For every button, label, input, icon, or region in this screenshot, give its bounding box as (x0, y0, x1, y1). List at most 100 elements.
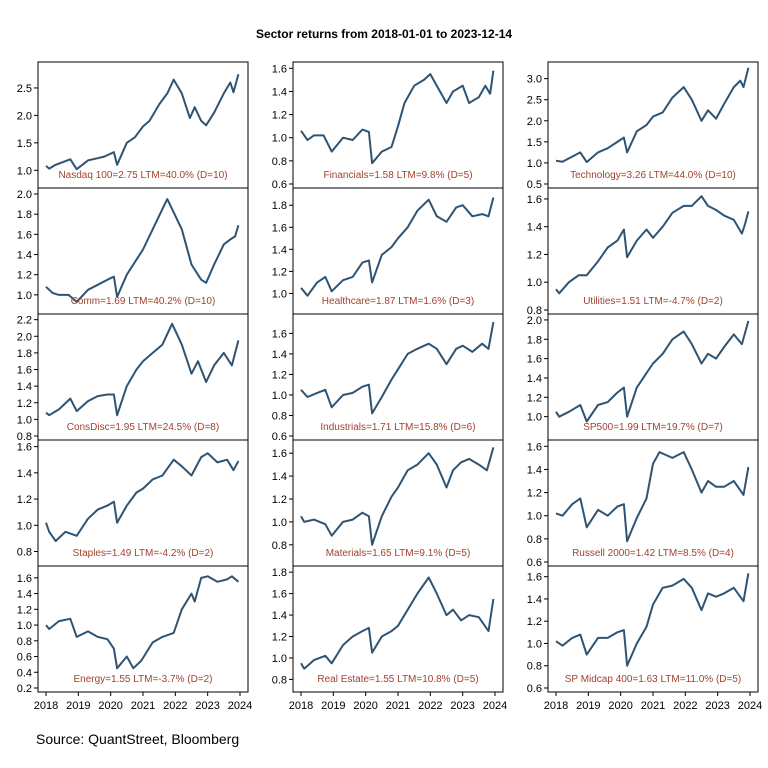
y-tick-label-comm-1: 1.2 (17, 270, 32, 282)
y-tick-label-energy-0: 0.2 (17, 683, 32, 695)
panel-sp500: 1.0 1.2 1.4 1.6 1.8 2.0 SP500=1.99 LTM=19.7% (… (527, 313, 759, 441)
x-tick-label-energy-3: 2021 (131, 700, 155, 712)
y-tick-label-consdisc-2: 1.2 (17, 398, 32, 410)
y-tick-label-sp-midcap-400-3: 1.2 (527, 616, 542, 628)
y-tick-label-consdisc-0: 0.8 (17, 431, 32, 443)
series-line-consdisc (45, 322, 240, 417)
y-tick-label-consdisc-7: 2.2 (17, 315, 32, 327)
panel-industrials: 0.6 0.8 1.0 1.2 1.4 1.6 Industrials=1.71 LTM=1… (272, 313, 504, 443)
y-tick-label-consdisc-3: 1.4 (17, 381, 32, 393)
y-tick-label-materials-2: 1.2 (272, 494, 287, 506)
y-tick-label-energy-3: 0.8 (17, 636, 32, 648)
y-tick-label-russell-2000-4: 1.4 (527, 464, 542, 476)
y-tick-label-sp-midcap-400-5: 1.6 (527, 572, 542, 584)
y-tick-label-sp500-3: 1.6 (527, 354, 542, 366)
panel-label-nasdaq-100: Nasdaq 100=2.75 LTM=40.0% (D=10) (58, 170, 227, 181)
y-tick-label-sp500-0: 1.0 (527, 412, 542, 424)
y-tick-label-financials-4: 1.4 (272, 86, 287, 98)
y-tick-label-staples-2: 1.2 (17, 494, 32, 506)
y-tick-label-consdisc-6: 2.0 (17, 331, 32, 343)
y-tick-label-russell-2000-3: 1.2 (527, 488, 542, 500)
y-tick-label-utilities-3: 1.4 (527, 222, 542, 234)
y-tick-label-utilities-1: 1.0 (527, 277, 542, 289)
panel-comm: 1.0 1.2 1.4 1.6 1.8 2.0 Comm=1.69 LTM=40.2% (D… (17, 187, 249, 315)
x-tick-label-energy-1: 2019 (66, 700, 90, 712)
series-line-comm (45, 198, 240, 303)
series-line-technology (555, 67, 750, 164)
y-tick-label-industrials-4: 1.4 (272, 349, 287, 361)
series-line-staples (45, 452, 240, 542)
panel-technology: 0.5 1.0 1.5 2.0 2.5 3.0 Technology=3.26 LTM=44… (527, 61, 759, 191)
y-tick-label-comm-0: 1.0 (17, 290, 32, 302)
series-line-nasdaq-100 (45, 73, 240, 171)
series-line-utilities (555, 195, 750, 295)
y-tick-label-financials-2: 1.0 (272, 133, 287, 145)
y-tick-label-real-estate-0: 0.8 (272, 674, 287, 686)
panel-label-utilities: Utilities=1.51 LTM=-4.7% (D=2) (583, 296, 723, 307)
panel-materials: 0.8 1.0 1.2 1.4 1.6 Materials=1.65 LTM=9.1% (… (272, 439, 504, 567)
y-tick-label-industrials-5: 1.6 (272, 328, 287, 340)
y-tick-label-technology-1: 1.0 (527, 158, 542, 170)
series-line-sp-midcap-400 (555, 573, 750, 667)
panel-label-consdisc: ConsDisc=1.95 LTM=24.5% (D=8) (67, 422, 219, 433)
panel-label-energy: Energy=1.55 LTM=-3.7% (D=2) (73, 674, 212, 685)
y-tick-label-real-estate-4: 1.6 (272, 589, 287, 601)
y-tick-label-real-estate-2: 1.2 (272, 632, 287, 644)
y-tick-label-healthcare-3: 1.6 (272, 222, 287, 234)
y-tick-label-technology-0: 0.5 (527, 179, 542, 191)
y-tick-label-sp500-1: 1.2 (527, 392, 542, 404)
y-tick-label-russell-2000-0: 0.6 (527, 557, 542, 569)
x-tick-label-real-estate-1: 2019 (321, 700, 345, 712)
y-tick-label-technology-2: 1.5 (527, 137, 542, 149)
y-tick-label-financials-1: 0.8 (272, 156, 287, 168)
panel-utilities: 0.8 1.0 1.2 1.4 1.6 Utilities=1.51 LTM=-4.7% … (527, 187, 759, 317)
x-tick-label-energy-5: 2023 (195, 700, 219, 712)
source-note: Source: QuantStreet, Bloomberg (36, 731, 239, 747)
panel-russell-2000: 0.6 0.8 1.0 1.2 1.4 1.6 Russell 2000=1.42 LTM=… (527, 439, 759, 569)
y-tick-label-nasdaq-100-1: 1.5 (17, 138, 32, 150)
y-tick-label-sp-midcap-400-0: 0.6 (527, 683, 542, 695)
x-tick-label-real-estate-6: 2024 (483, 700, 507, 712)
y-tick-label-comm-5: 2.0 (17, 189, 32, 201)
y-tick-label-financials-3: 1.2 (272, 110, 287, 122)
y-tick-label-healthcare-1: 1.2 (272, 266, 287, 278)
y-tick-label-materials-1: 1.0 (272, 517, 287, 529)
y-tick-label-real-estate-3: 1.4 (272, 610, 287, 622)
y-tick-label-utilities-0: 0.8 (527, 305, 542, 317)
panel-staples: 0.8 1.0 1.2 1.4 1.6 Staples=1.49 LTM=-4.2% (D… (17, 439, 249, 567)
y-tick-label-energy-6: 1.4 (17, 589, 32, 601)
panel-label-real-estate: Real Estate=1.55 LTM=10.8% (D=5) (317, 674, 478, 685)
y-tick-label-russell-2000-2: 1.0 (527, 511, 542, 523)
y-tick-label-russell-2000-1: 0.8 (527, 534, 542, 546)
x-tick-label-energy-0: 2018 (34, 700, 58, 712)
x-tick-label-sp-midcap-400-0: 2018 (544, 700, 568, 712)
y-tick-label-staples-4: 1.6 (17, 442, 32, 454)
y-tick-label-financials-0: 0.6 (272, 179, 287, 191)
y-tick-label-financials-5: 1.6 (272, 63, 287, 75)
y-tick-label-materials-3: 1.4 (272, 471, 287, 483)
y-tick-label-industrials-1: 0.8 (272, 410, 287, 422)
y-tick-label-comm-2: 1.4 (17, 250, 32, 262)
y-tick-label-consdisc-4: 1.6 (17, 365, 32, 377)
y-tick-label-industrials-0: 0.6 (272, 431, 287, 443)
y-tick-label-energy-2: 0.6 (17, 652, 32, 664)
y-tick-label-technology-3: 2.0 (527, 116, 542, 128)
x-tick-label-sp-midcap-400-1: 2019 (576, 700, 600, 712)
panel-label-comm: Comm=1.69 LTM=40.2% (D=10) (71, 296, 216, 307)
y-tick-label-materials-4: 1.6 (272, 448, 287, 460)
panel-label-industrials: Industrials=1.71 LTM=15.8% (D=6) (320, 422, 475, 433)
y-tick-label-sp-midcap-400-1: 0.8 (527, 661, 542, 673)
y-tick-label-energy-4: 1.0 (17, 620, 32, 632)
panel-label-financials: Financials=1.58 LTM=9.8% (D=5) (323, 170, 472, 181)
x-tick-label-sp-midcap-400-4: 2022 (673, 700, 697, 712)
panel-label-russell-2000: Russell 2000=1.42 LTM=8.5% (D=4) (572, 548, 734, 559)
y-tick-label-sp-midcap-400-2: 1.0 (527, 638, 542, 650)
y-tick-label-comm-3: 1.6 (17, 229, 32, 241)
x-tick-label-sp-midcap-400-5: 2023 (705, 700, 729, 712)
y-tick-label-technology-5: 3.0 (527, 74, 542, 86)
y-tick-label-healthcare-4: 1.8 (272, 200, 287, 212)
x-tick-label-real-estate-2: 2020 (353, 700, 377, 712)
series-line-russell-2000 (555, 451, 750, 543)
x-tick-label-energy-4: 2022 (163, 700, 187, 712)
